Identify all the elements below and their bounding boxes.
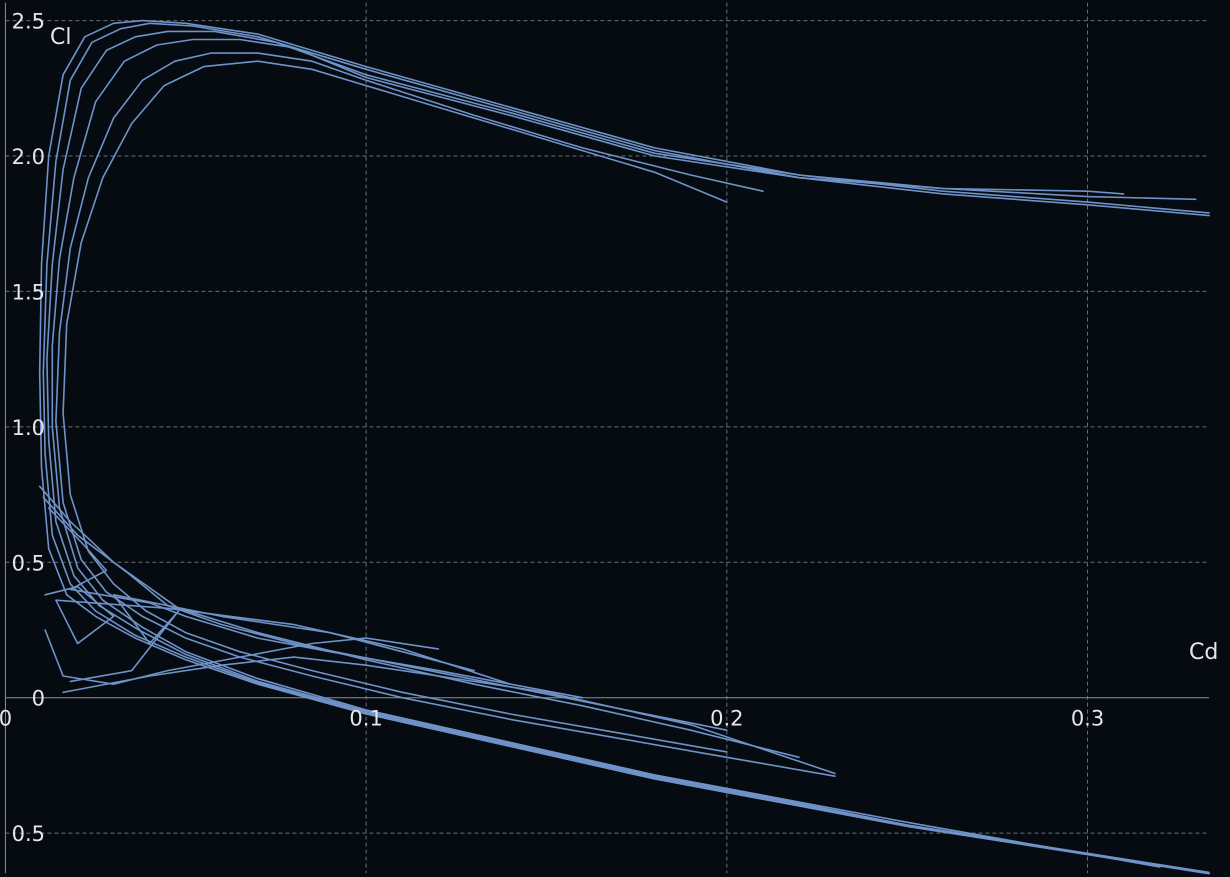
y-tick-label: 1.5 xyxy=(12,280,45,304)
y-tick-label: 2.0 xyxy=(12,145,45,169)
polar-curve xyxy=(55,52,836,778)
y-tick-label: 0.5 xyxy=(12,551,45,575)
y-tick-label: 1.0 xyxy=(12,416,45,440)
x-tick-label: 0.2 xyxy=(710,707,743,731)
x-tick-label: 0.3 xyxy=(1071,707,1104,731)
series-group xyxy=(38,19,1210,875)
x-axis-label: Cd xyxy=(1189,640,1218,665)
polar-curve xyxy=(42,496,728,732)
y-tick-label: 0 xyxy=(32,687,45,711)
polar-curve xyxy=(62,60,728,753)
y-tick-label: 0.5 xyxy=(12,822,45,846)
polar-curve xyxy=(51,38,1161,868)
polar-curve xyxy=(44,585,512,686)
polar-curve xyxy=(69,593,476,683)
y-axis-label: Cl xyxy=(50,25,71,50)
x-tick-label: 0.1 xyxy=(349,707,382,731)
grid-lines xyxy=(5,2,1210,874)
y-tick-label: 2.5 xyxy=(12,10,45,34)
polar-curve xyxy=(38,485,800,759)
polar-curve xyxy=(46,30,1197,872)
polar-curve xyxy=(47,507,584,699)
tick-labels: 2.5 2.0 1.5 1.0 0.5 0 0.5 0 0.1 0.2 0.3 xyxy=(0,10,1104,847)
polar-curve xyxy=(38,19,1210,875)
polar-curve xyxy=(42,22,1210,874)
polar-curve xyxy=(62,656,836,775)
axes xyxy=(4,2,1210,874)
x-tick-label: 0 xyxy=(0,707,12,731)
